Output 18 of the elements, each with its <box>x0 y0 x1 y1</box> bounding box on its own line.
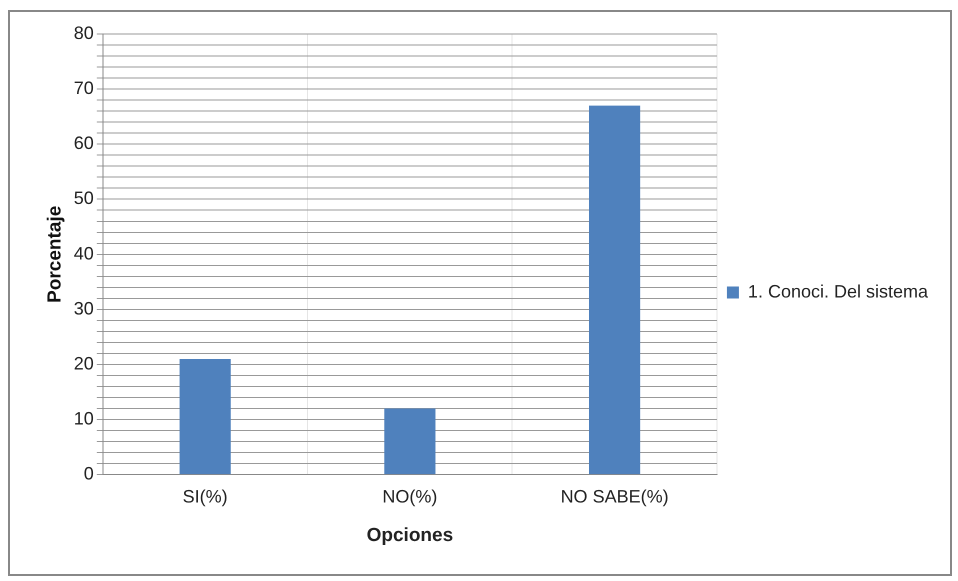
x-tick-label: NO(%) <box>382 486 438 506</box>
y-tick-label: 30 <box>74 298 94 318</box>
y-tick-label: 60 <box>74 133 94 154</box>
x-tick-label: NO SABE(%) <box>560 486 669 506</box>
y-tick-label: 50 <box>74 188 94 208</box>
y-tick-label: 10 <box>74 408 94 428</box>
y-tick-label: 40 <box>74 243 94 264</box>
bar <box>588 106 640 474</box>
y-axis-title: Porcentaje <box>44 206 66 303</box>
y-tick-label: 80 <box>74 22 94 43</box>
x-axis-title: Opciones <box>366 524 454 546</box>
bar <box>180 358 231 474</box>
y-tick-label: 70 <box>74 78 94 98</box>
y-tick-label: 0 <box>84 464 94 484</box>
legend-label: 1. Conoci. Del sistema <box>748 281 929 302</box>
x-tick-label: SI(%) <box>182 486 228 506</box>
y-tick-label: 20 <box>74 353 94 374</box>
bar <box>384 408 436 474</box>
